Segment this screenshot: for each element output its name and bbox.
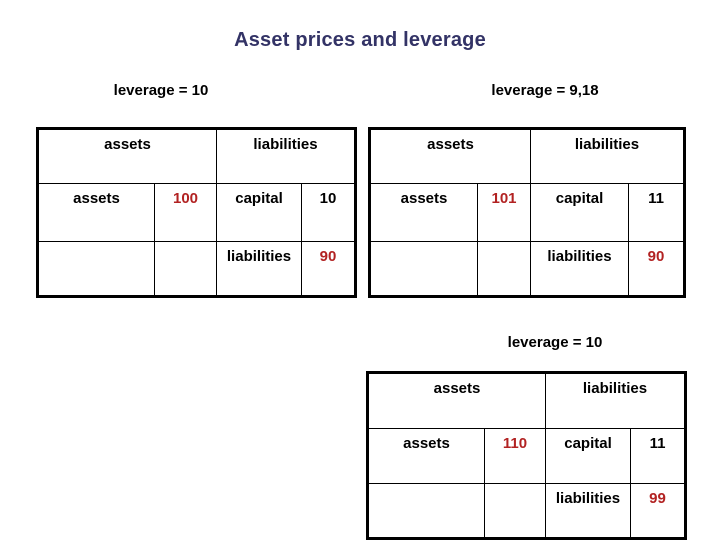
header-assets: assets [37,128,217,184]
leverage-label-top-right: leverage = 9,18 [491,82,599,99]
table-row: liabilities 90 [37,241,356,297]
header-row: assets liabilities [367,372,686,429]
cell-liabilities-label: liabilities [545,483,631,539]
cell-asset-name: assets [369,183,478,242]
cell-empty [484,483,546,539]
cell-empty [154,241,217,297]
cell-empty [477,241,531,297]
table-row: assets 101 capital 11 [369,183,685,242]
leverage-label-top-left: leverage = 10 [113,82,209,99]
cell-capital-value: 11 [630,428,686,484]
cell-liabilities-value: 90 [628,241,685,297]
cell-capital-value: 10 [301,183,356,242]
cell-capital-label: capital [545,428,631,484]
balance-sheet-top-left: assets liabilities assets 100 capital 10… [36,127,357,298]
leverage-label-bottom: leverage = 10 [507,334,603,351]
header-row: assets liabilities [37,128,356,184]
cell-empty [367,483,485,539]
cell-liabilities-label: liabilities [216,241,302,297]
balance-sheet-top-right: assets liabilities assets 101 capital 11… [368,127,686,298]
cell-asset-value: 110 [484,428,546,484]
cell-asset-name: assets [367,428,485,484]
header-liabilities: liabilities [216,128,356,184]
cell-liabilities-label: liabilities [530,241,629,297]
cell-liabilities-value: 99 [630,483,686,539]
header-assets: assets [369,128,531,184]
header-liabilities: liabilities [530,128,685,184]
balance-sheet-bottom: assets liabilities assets 110 capital 11… [366,371,687,540]
cell-capital-label: capital [530,183,629,242]
header-liabilities: liabilities [545,372,686,429]
slide-title: Asset prices and leverage [234,29,486,51]
cell-capital-value: 11 [628,183,685,242]
header-assets: assets [367,372,546,429]
table-row: assets 110 capital 11 [367,428,686,484]
cell-capital-label: capital [216,183,302,242]
cell-empty [369,241,478,297]
cell-asset-value: 101 [477,183,531,242]
cell-liabilities-value: 90 [301,241,356,297]
table-row: liabilities 90 [369,241,685,297]
cell-asset-name: assets [37,183,155,242]
table-row: assets 100 capital 10 [37,183,356,242]
table-row: liabilities 99 [367,483,686,539]
header-row: assets liabilities [369,128,685,184]
cell-empty [37,241,155,297]
cell-asset-value: 100 [154,183,217,242]
